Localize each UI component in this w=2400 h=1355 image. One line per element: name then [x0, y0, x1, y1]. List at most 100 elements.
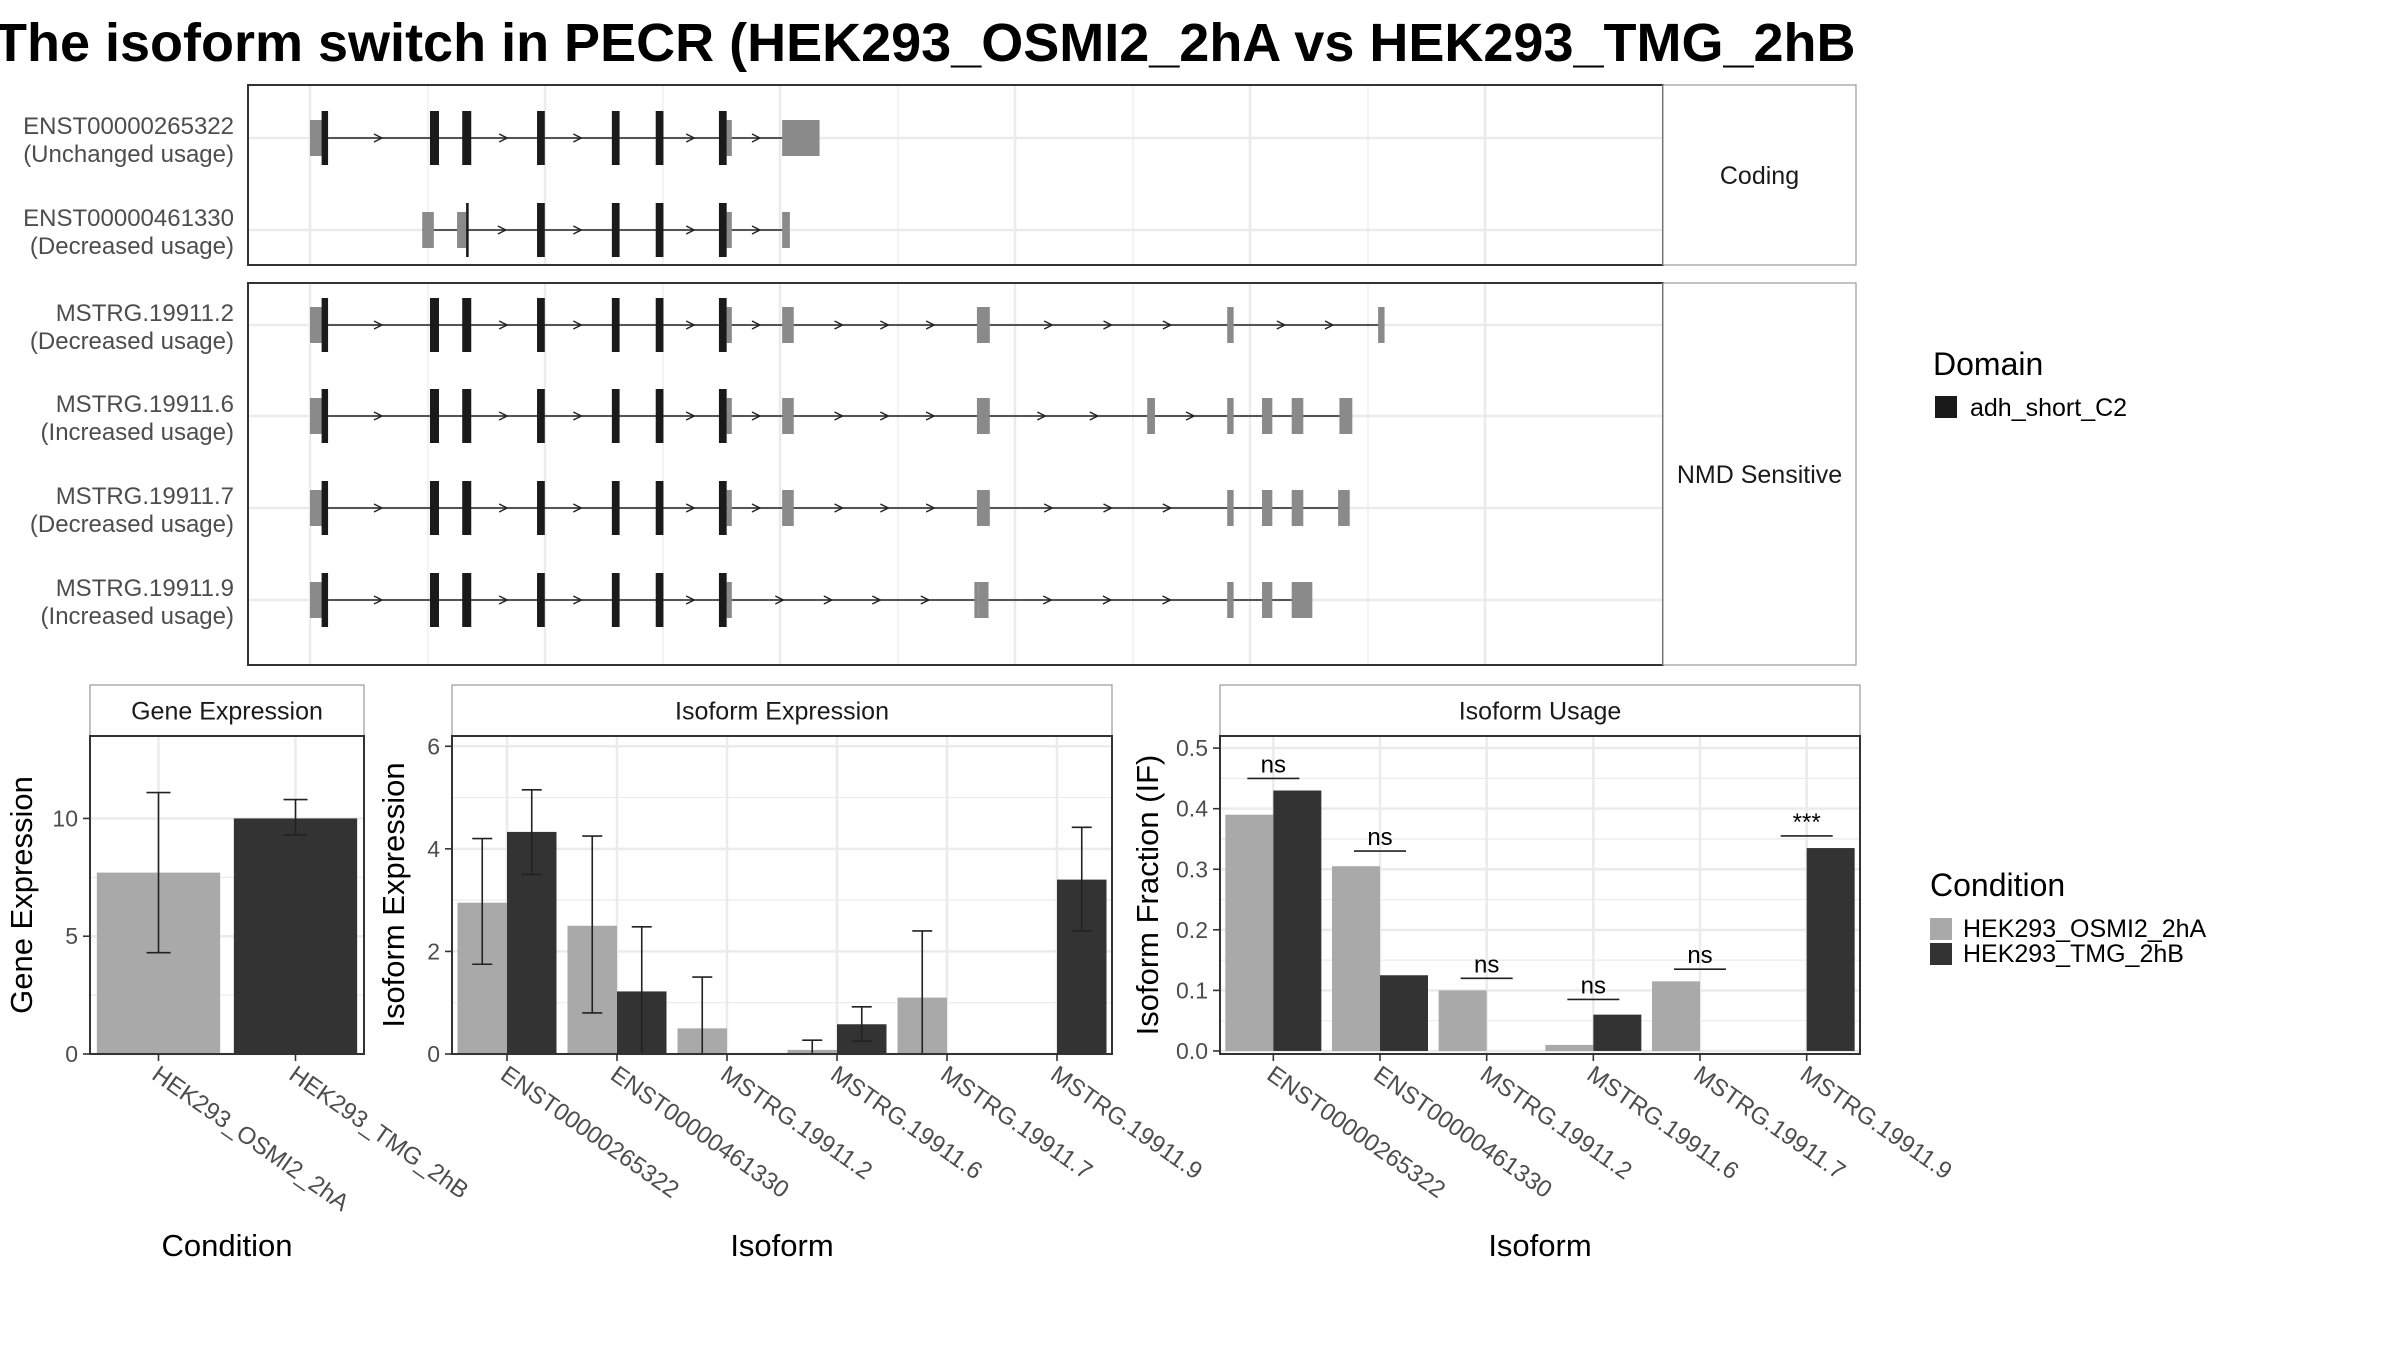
exon [976, 490, 990, 526]
direction-arrow [834, 411, 845, 421]
direction-arrow [498, 411, 509, 421]
isoform-id-label: MSTRG.19911.2 [56, 300, 234, 327]
direction-arrow [1185, 411, 1196, 421]
bar [1545, 1044, 1594, 1051]
y-tick-label: 10 [52, 805, 78, 831]
exon [782, 307, 794, 343]
direction-arrow [834, 503, 845, 513]
direction-arrow [751, 411, 762, 421]
bar-panel-2: Isoform Expression 0 2 4 6 ENST00000265322ENS… [376, 684, 1207, 1263]
direction-arrow [880, 320, 890, 330]
direction-arrow [1043, 503, 1054, 513]
isoform-row: MSTRG.19911.2(Decreased usage) [30, 298, 1385, 355]
bar [1380, 975, 1428, 1051]
isoform-id-label: ENST00000265322 [23, 113, 234, 140]
bar [1438, 990, 1487, 1051]
significance-label: ns [1261, 751, 1286, 778]
significance-label: ns [1687, 942, 1712, 969]
exon [726, 582, 732, 618]
exon [310, 120, 323, 156]
exon [726, 307, 732, 343]
exon [782, 398, 794, 434]
exon [1227, 490, 1234, 526]
direction-arrow [925, 320, 936, 330]
exon [1262, 582, 1273, 618]
y-tick-label: 0.0 [1176, 1038, 1208, 1064]
panel-border [451, 735, 1113, 1055]
exon [978, 582, 989, 618]
direction-arrow [373, 320, 384, 330]
direction-arrow [373, 503, 384, 513]
direction-arrow [751, 320, 762, 330]
domain-exon [655, 298, 664, 352]
direction-arrow [920, 595, 931, 605]
domain-exon [462, 389, 472, 443]
direction-arrow [1042, 595, 1053, 605]
domain-exon [462, 573, 472, 627]
domain-exon [462, 298, 472, 352]
facet-strip-label: Coding [1720, 162, 1799, 190]
exon [1227, 398, 1234, 434]
domain-exon [537, 481, 545, 535]
domain-exon [655, 203, 664, 257]
isoform-row: MSTRG.19911.6(Increased usage) [41, 389, 1353, 446]
bar [1225, 814, 1274, 1051]
direction-arrow [1162, 595, 1173, 605]
direction-arrow [685, 320, 696, 330]
domain-legend-title: Domain [1933, 346, 2043, 382]
direction-arrow [685, 595, 696, 605]
bar [1273, 790, 1322, 1051]
exon [976, 398, 990, 434]
direction-arrow [497, 225, 508, 235]
isoform-id-label: MSTRG.19911.7 [56, 483, 234, 510]
isoform-usage-label: (Increased usage) [41, 603, 234, 630]
direction-arrow [685, 133, 696, 143]
direction-arrow [498, 320, 509, 330]
exon [782, 212, 790, 248]
domain-exon [321, 111, 329, 165]
exon [782, 490, 794, 526]
y-tick-label: 2 [427, 938, 440, 964]
y-axis-title: Gene Expression [4, 776, 39, 1014]
bar [233, 818, 358, 1054]
y-axis-title: Isoform Fraction (IF) [1130, 755, 1165, 1036]
domain-exon [655, 481, 664, 535]
exon [1291, 490, 1304, 526]
x-axis-title: Isoform [730, 1228, 833, 1263]
domain-exon [321, 573, 329, 627]
isoform-usage-label: (Unchanged usage) [23, 141, 234, 168]
domain-exon [611, 389, 620, 443]
domain-exon [429, 389, 439, 443]
direction-arrow [573, 225, 583, 235]
direction-arrow [872, 595, 882, 605]
direction-arrow [1162, 503, 1173, 513]
domain-exon [429, 298, 439, 352]
condition-legend-title: Condition [1930, 867, 2065, 903]
x-tick-label: ENST00000461330 [1369, 1061, 1557, 1204]
exon [1339, 398, 1353, 434]
isoform-row: ENST00000265322(Unchanged usage) [23, 111, 820, 168]
direction-arrow [498, 503, 509, 513]
exon [974, 582, 979, 618]
legend-label-HEK293_OSMI2_2hA: HEK293_OSMI2_2hA [1963, 915, 2207, 943]
domain-exon [718, 298, 727, 352]
domain-exon [429, 111, 439, 165]
isoform-row: MSTRG.19911.7(Decreased usage) [30, 481, 1350, 538]
x-tick-label: ENST00000461330 [606, 1061, 794, 1204]
direction-arrow [373, 133, 384, 143]
direction-arrow [1276, 320, 1287, 330]
direction-arrow [373, 595, 384, 605]
y-tick-label: 0.1 [1176, 977, 1208, 1003]
y-tick-label: 0.3 [1176, 856, 1208, 882]
legend-label-HEK293_TMG_2hB: HEK293_TMG_2hB [1963, 940, 2184, 968]
direction-arrow [1103, 320, 1114, 330]
y-tick-label: 0.4 [1176, 796, 1208, 822]
figure-title: The isoform switch in PECR (HEK293_OSMI2… [0, 13, 1856, 73]
domain-exon [537, 111, 545, 165]
panel-strip-label: Isoform Expression [675, 698, 889, 726]
domain-exon [611, 111, 620, 165]
direction-arrow [1324, 320, 1335, 330]
